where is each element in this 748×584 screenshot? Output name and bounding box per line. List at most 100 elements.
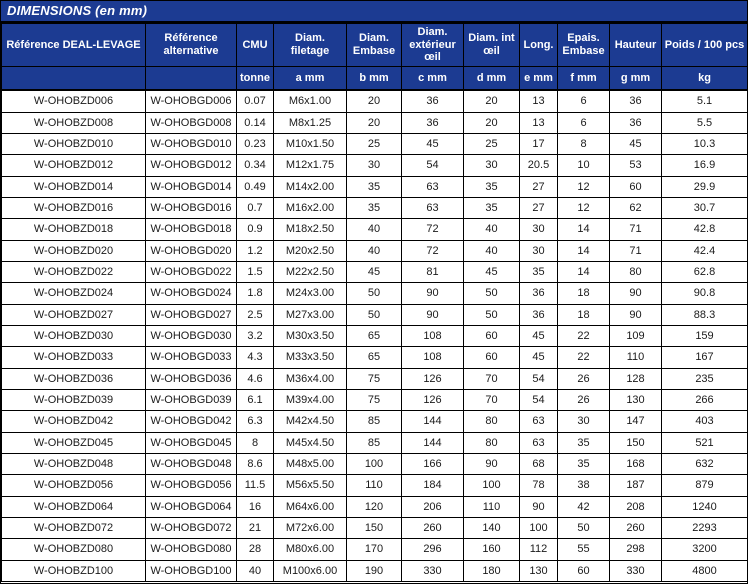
cell: W-OHOBZD048 [1, 452, 146, 476]
cell: 40 [463, 218, 520, 241]
cell: 30 [463, 154, 520, 177]
cell: 85 [346, 431, 402, 454]
cell: 18 [557, 282, 610, 305]
cell: 36 [519, 282, 558, 305]
cell: 30 [557, 410, 610, 433]
cell: W-OHOBGD008 [145, 111, 237, 134]
cell: 167 [661, 346, 747, 369]
cell: W-OHOBZD039 [1, 388, 146, 412]
cell: M27x3.00 [273, 303, 347, 326]
table-row: W-OHOBZD024 W-OHOBGD024 1.8 M24x3.00 50 90 50 3… [1, 282, 747, 305]
header-row-units: tonne a mm b mm c mm d mm e mm f mm g mm kg [1, 66, 747, 91]
cell: W-OHOBGD022 [145, 260, 237, 284]
table-row: W-OHOBZD042 W-OHOBGD042 6.3 M42x4.50 85 144 80… [1, 410, 747, 433]
cell: M36x4.00 [273, 367, 347, 390]
cell: 21 [236, 516, 274, 540]
cell: 144 [401, 431, 464, 454]
cell: 36 [609, 111, 662, 134]
table-row: W-OHOBZD012 W-OHOBGD012 0.34 M12x1.75 30 54 30… [1, 154, 747, 177]
cell: 40 [236, 559, 274, 583]
cell: 85 [346, 410, 402, 433]
cell: 70 [463, 367, 520, 390]
cell: M30x3.50 [273, 324, 347, 348]
cell: 38 [557, 474, 610, 497]
cell: 50 [463, 282, 520, 305]
cell: 14 [557, 218, 610, 241]
cell: M45x4.50 [273, 431, 347, 454]
cell: 110 [346, 474, 402, 497]
cell: 330 [401, 559, 464, 583]
column-header: Epais. Embase [557, 23, 610, 67]
column-header: Référence DEAL-LEVAGE [1, 23, 146, 67]
cell: W-OHOBGD010 [145, 132, 237, 156]
cell: W-OHOBZD012 [1, 154, 146, 177]
cell: 6.3 [236, 410, 274, 433]
cell: W-OHOBZD006 [1, 89, 146, 113]
table-row: W-OHOBZD048 W-OHOBGD048 8.6 M48x5.00 100 166 9… [1, 452, 747, 476]
cell: 22 [557, 346, 610, 369]
cell: 13 [519, 89, 558, 113]
cell: 53 [609, 154, 662, 177]
cell: 40 [346, 239, 402, 262]
cell: W-OHOBZD016 [1, 196, 146, 220]
cell: 45 [519, 324, 558, 348]
cell: W-OHOBZD022 [1, 260, 146, 284]
cell: 403 [661, 410, 747, 433]
cell: 45 [346, 260, 402, 284]
cell: 35 [346, 196, 402, 220]
cell: 36 [609, 89, 662, 113]
column-subheader: kg [661, 66, 747, 91]
cell: 8 [557, 132, 610, 156]
cell: 0.23 [236, 132, 274, 156]
column-subheader: e mm [519, 66, 558, 91]
cell: 8 [236, 431, 274, 454]
cell: 110 [463, 495, 520, 518]
cell: M56x5.50 [273, 474, 347, 497]
cell: 78 [519, 474, 558, 497]
cell: 100 [346, 452, 402, 476]
cell: 30 [346, 154, 402, 177]
column-header: CMU [236, 23, 274, 67]
table-row: W-OHOBZD020 W-OHOBGD020 1.2 M20x2.50 40 72 40 3… [1, 239, 747, 262]
header-row-main: Référence DEAL-LEVAGE Référence alternati… [1, 23, 747, 67]
cell: 45 [463, 260, 520, 284]
cell: 90 [609, 303, 662, 326]
cell: 13 [519, 111, 558, 134]
cell: 42 [557, 495, 610, 518]
column-subheader: g mm [609, 66, 662, 91]
cell: 150 [609, 431, 662, 454]
cell: 50 [557, 516, 610, 540]
cell: M14x2.00 [273, 175, 347, 198]
cell: 25 [346, 132, 402, 156]
cell: 29.9 [661, 175, 747, 198]
cell: 60 [463, 324, 520, 348]
cell: 12 [557, 175, 610, 198]
table-row: W-OHOBZD022 W-OHOBGD022 1.5 M22x2.50 45 81 45 3… [1, 260, 747, 284]
cell: 5.5 [661, 111, 747, 134]
cell: 14 [557, 239, 610, 262]
cell: 0.14 [236, 111, 274, 134]
cell: W-OHOBZD080 [1, 538, 146, 561]
cell: 632 [661, 452, 747, 476]
cell: 128 [609, 367, 662, 390]
cell: 180 [463, 559, 520, 583]
cell: 140 [463, 516, 520, 540]
cell: 521 [661, 431, 747, 454]
cell: W-OHOBZD100 [1, 559, 146, 583]
table-row: W-OHOBZD010 W-OHOBGD010 0.23 M10x1.50 25 45 25… [1, 132, 747, 156]
cell: M33x3.50 [273, 346, 347, 369]
cell: W-OHOBGD027 [145, 303, 237, 326]
column-header: Diam. filetage [273, 23, 347, 67]
cell: 72 [401, 218, 464, 241]
cell: 63 [519, 431, 558, 454]
cell: M100x6.00 [273, 559, 347, 583]
cell: 20.5 [519, 154, 558, 177]
cell: W-OHOBGD042 [145, 410, 237, 433]
cell: W-OHOBZD014 [1, 175, 146, 198]
cell: M72x6.00 [273, 516, 347, 540]
cell: 10 [557, 154, 610, 177]
cell: 18 [557, 303, 610, 326]
cell: 60 [557, 559, 610, 583]
column-subheader: c mm [401, 66, 464, 91]
cell: 1.5 [236, 260, 274, 284]
